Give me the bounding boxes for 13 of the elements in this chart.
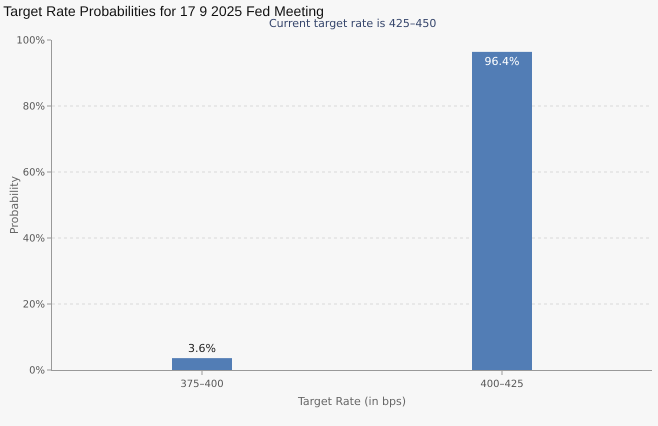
y-tick-label: 100% (16, 36, 45, 46)
y-tick-label: 60% (22, 168, 45, 178)
y-axis-title: Probability (8, 175, 21, 234)
x-tick-label: 400–425 (480, 379, 524, 390)
data-label: 96.4% (484, 54, 520, 68)
y-tick-label: 0% (29, 366, 45, 376)
y-tick-label: 80% (22, 102, 45, 112)
x-axis-title: Target Rate (in bps) (296, 395, 406, 408)
data-label: 3.6% (188, 342, 216, 356)
y-tick-label: 40% (22, 234, 45, 244)
y-tick-label: 20% (22, 300, 45, 310)
chart-title: Target Rate Probabilities for 17 9 2025 Fed Meeting (3, 3, 324, 20)
x-tick-label: 375–400 (180, 379, 224, 390)
